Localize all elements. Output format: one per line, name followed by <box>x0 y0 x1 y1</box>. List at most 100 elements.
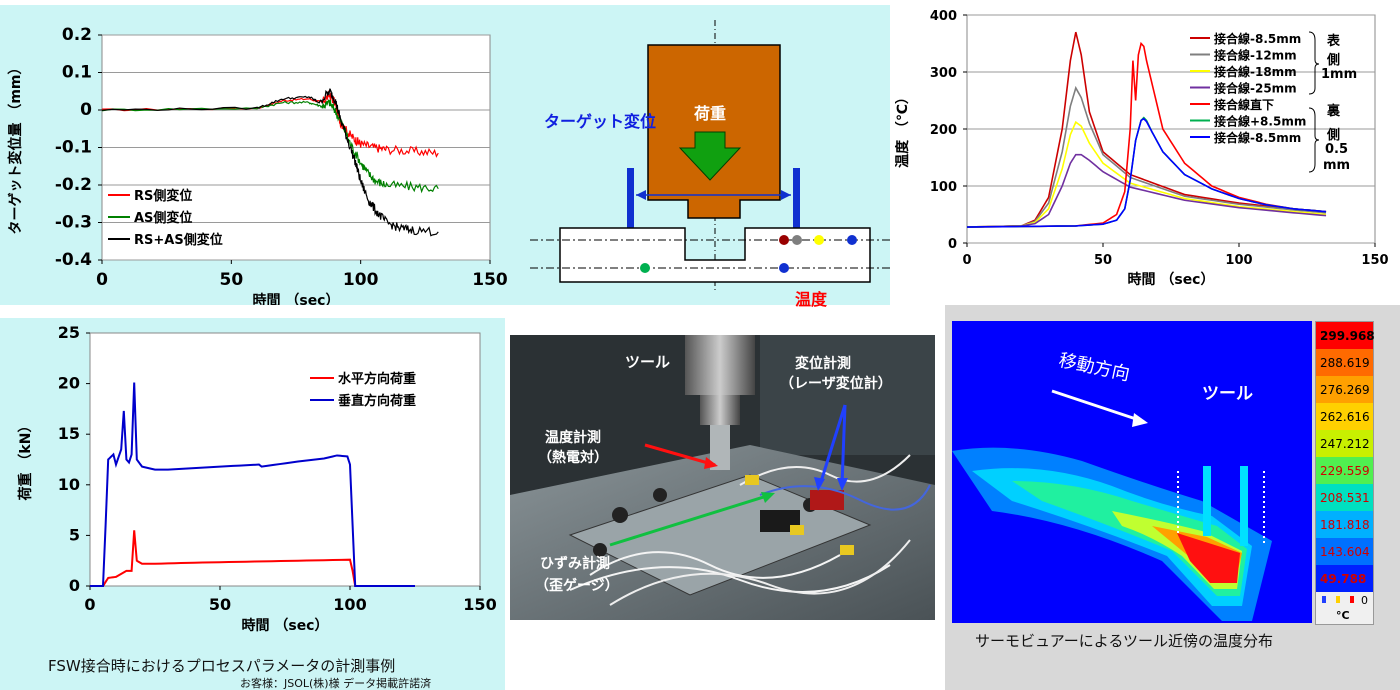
series-line <box>966 41 1327 228</box>
thermo-caption: サーモビュアーによるツール近傍の温度分布 <box>975 632 1274 650</box>
direction-arrow <box>1051 389 1143 423</box>
y-axis-label: ターゲット変位量 （mm） <box>7 60 24 234</box>
y-tick-label: 400 <box>930 9 957 24</box>
disp-arrow-1 <box>818 404 847 486</box>
photo-strain-label-2: （歪ゲージ） <box>535 578 619 594</box>
bracket-text-bottom-1: 裏 <box>1327 104 1341 119</box>
photo-tool-label: ツール <box>625 353 671 371</box>
y-tick-label: -0.4 <box>55 250 92 270</box>
legend-label: 接合線+8.5mm <box>1214 114 1306 129</box>
y-tick-label: 0.1 <box>62 63 92 83</box>
photo-temp-label-2: （熱電対） <box>538 450 608 466</box>
y-tick-label: -0.3 <box>55 213 92 233</box>
scale-entry: 181.818 <box>1316 511 1373 538</box>
series-line <box>90 382 415 587</box>
thermocouple-dot <box>847 235 857 245</box>
x-tick-label: 50 <box>209 595 231 614</box>
photo-strain-label-1: ひずみ計測 <box>540 556 610 572</box>
legend-label: RS側変位 <box>134 188 192 204</box>
thermo-image: 移動方向 ツール <box>952 321 1312 623</box>
bracket-text-top-2: 側 <box>1327 53 1341 68</box>
series-line <box>966 117 1327 228</box>
fsw-schematic-diagram: 荷重 ターゲット変位 温度 <box>530 20 890 310</box>
scale-entry: 208.531 <box>1316 484 1373 511</box>
x-tick-label: 150 <box>1361 253 1388 268</box>
temperature-chart: 400 300 200 100 0 0 50 100 150 時間 （sec） 温度 （℃） 接合線-… <box>895 5 1400 305</box>
x-tick-label: 0 <box>84 595 95 614</box>
x-axis-label: 時間 （sec） <box>1127 271 1214 288</box>
bracket-text-top-1: 表 <box>1327 34 1341 49</box>
y-tick-label: -0.1 <box>55 138 92 158</box>
thermocouple-dot <box>779 263 789 273</box>
spindle-shape <box>685 335 755 395</box>
y-tick-label: 0 <box>80 100 92 120</box>
legend-label: RS+AS側変位 <box>134 232 223 248</box>
scale-entry: 262.616 <box>1316 403 1373 430</box>
scale-entry: 143.604 <box>1316 538 1373 565</box>
series-line <box>966 153 1327 228</box>
legend-label: 接合線-18mm <box>1214 64 1297 79</box>
y-tick-label: 5 <box>69 525 80 544</box>
series-line <box>101 90 439 158</box>
y-tick-label: 15 <box>58 424 80 443</box>
legend-label: 接合線直下 <box>1214 97 1274 112</box>
target-displacement-label: ターゲット変位 <box>544 112 657 131</box>
y-tick-label: 25 <box>58 323 80 342</box>
thermocouple-dot <box>779 235 789 245</box>
scale-entry: 247.212 <box>1316 430 1373 457</box>
legend-label: 接合線-8.5mm <box>1214 31 1301 46</box>
target-bar-right <box>793 168 800 228</box>
x-tick-label: 100 <box>343 270 379 290</box>
legend-brackets: 表 側 1mm 裏 側 0.5 mm <box>1307 30 1367 180</box>
x-tick-label: 50 <box>219 270 243 290</box>
legend-label: 水平方向荷重 <box>338 371 416 387</box>
x-axis-label: 時間 （sec） <box>241 617 328 634</box>
y-tick-label: 20 <box>58 374 80 393</box>
legend-label: AS側変位 <box>134 210 192 226</box>
customer-note: お客様：JSOL(株)様 データ掲載許諾済 <box>240 677 432 690</box>
photo-disp-label-1: 変位計測 <box>795 356 851 372</box>
y-tick-label: 0.2 <box>62 25 92 45</box>
y-tick-label: 200 <box>930 123 957 138</box>
y-tick-label: 100 <box>930 180 957 195</box>
thermocouple-dot <box>792 235 802 245</box>
load-arrow-icon <box>678 131 742 181</box>
series-line <box>966 85 1327 228</box>
thermocouple-dot <box>640 263 650 273</box>
color-scale: 299.968 288.619 276.269 262.616 247.212 229.5… <box>1315 321 1375 625</box>
legend-label: 垂直方向荷重 <box>338 393 416 409</box>
bracket-text-bottom-2: 側 <box>1327 128 1341 143</box>
disp-arrow-2 <box>840 404 847 486</box>
laser-sensor-shape <box>810 490 844 510</box>
temperature-svg: 400 300 200 100 00 50 100 150 時間 （sec） 温度 （℃） 接合線-… <box>895 9 1389 288</box>
series-line <box>966 120 1327 228</box>
bracket-text-bottom-3: 0.5 <box>1325 142 1349 157</box>
setup-photo: ツール 変位計測 （レーザ変位計） 温度計測 （熱電対） ひずみ計測 （歪ゲージ… <box>510 335 935 620</box>
fsw-caption: FSW接合時におけるプロセスパラメータの計測事例 <box>48 657 396 675</box>
thermocouple-dot <box>814 235 824 245</box>
load-label: 荷重 <box>694 104 727 123</box>
x-tick-label: 50 <box>1094 253 1112 268</box>
tool-outline-dotted <box>1177 471 1265 546</box>
scale-entry: 276.269 <box>1316 376 1373 403</box>
scale-entry: 49.788 <box>1316 565 1373 592</box>
legend-label: 接合線-25mm <box>1214 81 1297 96</box>
load-chart: 25 20 15 10 5 0 0 50 100 150 時間 （sec） 荷重 （kN） 水平方向荷重… <box>0 318 505 690</box>
scale-zero-label: 0 <box>1361 594 1368 607</box>
x-tick-label: 150 <box>463 595 496 614</box>
y-tick-label: 0 <box>69 576 80 595</box>
thermo-panel: 移動方向 ツール 299.968 288.619 276.269 262.616 247… <box>945 305 1400 690</box>
y-tick-label: -0.2 <box>55 175 92 195</box>
strain-arrow <box>609 493 771 547</box>
y-tick-label: 0 <box>948 237 957 252</box>
thermo-tool-label: ツール <box>1202 384 1253 404</box>
series-line <box>90 530 415 587</box>
x-tick-label: 0 <box>962 253 971 268</box>
scale-bottom: 0 °C <box>1316 594 1373 624</box>
x-tick-label: 0 <box>96 270 108 290</box>
x-tick-label: 100 <box>1225 253 1252 268</box>
plot-area <box>89 332 481 587</box>
